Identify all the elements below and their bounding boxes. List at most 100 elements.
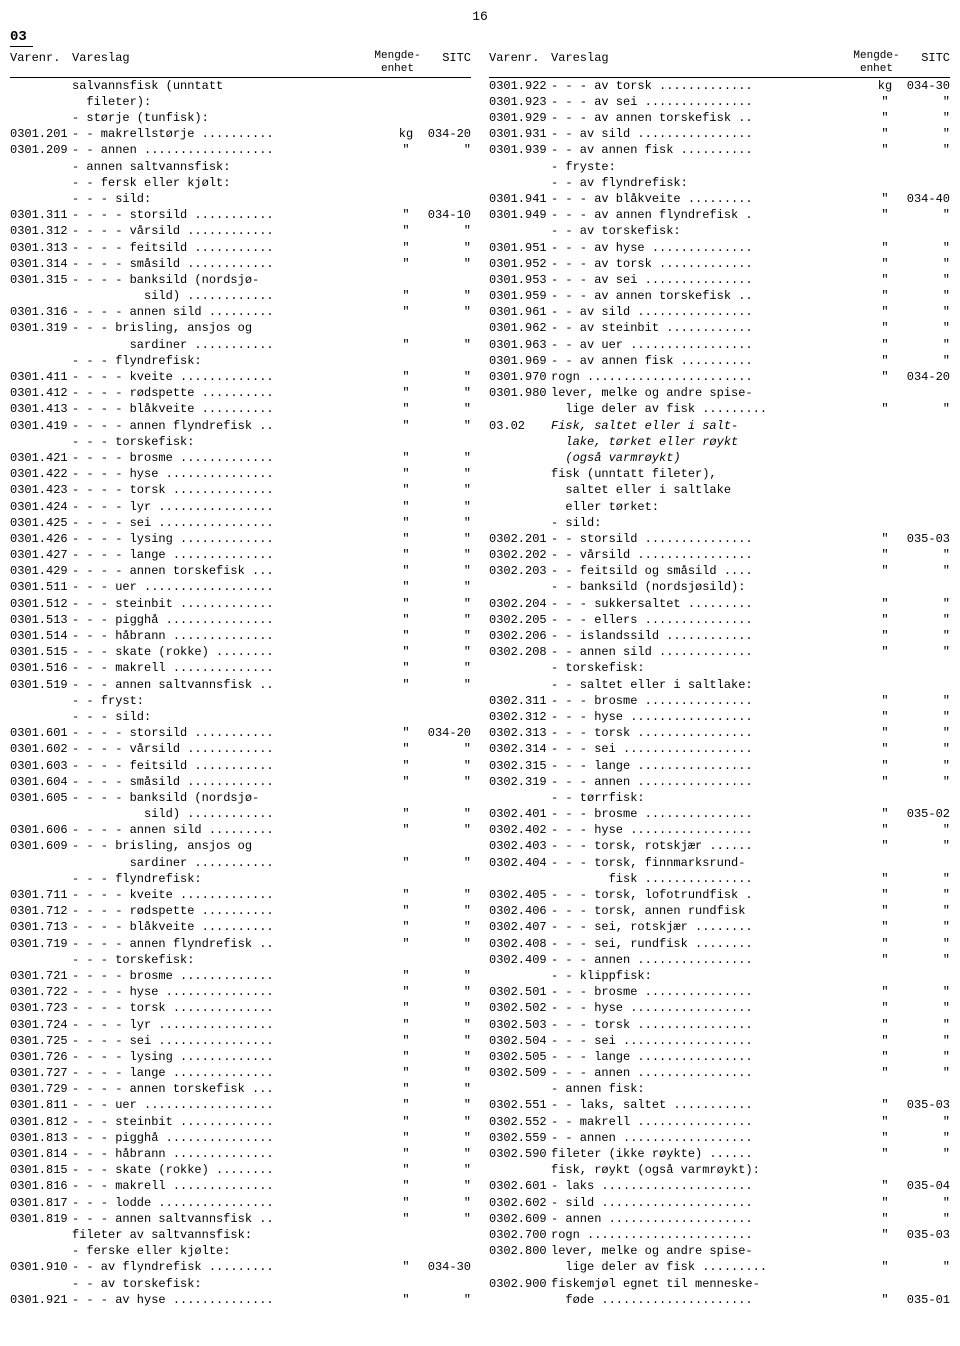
cell-vareslag: - - av torskefisk: — [551, 223, 870, 239]
cell-vareslag: - - - uer .................. — [72, 1097, 391, 1113]
cell-sitc: " — [421, 644, 471, 660]
cell-varenr: 0302.601 — [489, 1178, 551, 1194]
table-row: 0301.312- - - - vårsild ............"" — [10, 223, 471, 239]
cell-sitc: " — [421, 660, 471, 676]
cell-vareslag: - - - - lysing ............. — [72, 1049, 391, 1065]
cell-sitc: " — [421, 741, 471, 757]
cell-sitc: " — [421, 677, 471, 693]
cell-vareslag: - - - brisling, ansjos og — [72, 838, 391, 854]
cell-mengde: " — [391, 369, 421, 385]
cell-varenr: 0301.961 — [489, 304, 551, 320]
table-row: 0301.311- - - - storsild ..........."034… — [10, 207, 471, 223]
cell-vareslag: - - - torsk ................ — [551, 1017, 870, 1033]
cell-sitc: " — [421, 984, 471, 1000]
table-row: 0301.514- - - håbrann .............."" — [10, 628, 471, 644]
cell-mengde: " — [391, 806, 421, 822]
cell-sitc: " — [900, 1259, 950, 1275]
table-row: 0302.502- - - hyse ................."" — [489, 1000, 950, 1016]
table-row: 0301.209- - annen .................."" — [10, 142, 471, 158]
cell-vareslag: - - - av hyse .............. — [72, 1292, 391, 1308]
cell-sitc: " — [900, 1211, 950, 1227]
cell-mengde: " — [391, 1130, 421, 1146]
cell-varenr: 0301.313 — [10, 240, 72, 256]
cell-mengde: " — [870, 1211, 900, 1227]
cell-varenr: 0301.519 — [10, 677, 72, 693]
table-row: 0301.413- - - - blåkveite .........."" — [10, 401, 471, 417]
cell-varenr: 0302.502 — [489, 1000, 551, 1016]
table-row: saltet eller i saltlake — [489, 482, 950, 498]
table-row: 0302.313- - - torsk ................"" — [489, 725, 950, 741]
cell-vareslag: fileter): — [72, 94, 391, 110]
cell-varenr: 0301.969 — [489, 353, 551, 369]
cell-sitc: " — [421, 1162, 471, 1178]
cell-sitc: " — [421, 596, 471, 612]
cell-vareslag: - - - skate (rokke) ........ — [72, 644, 391, 660]
table-row: 0302.509- - - annen ................"" — [489, 1065, 950, 1081]
cell-mengde: " — [391, 1162, 421, 1178]
cell-vareslag: - - - - brosme ............. — [72, 968, 391, 984]
cell-vareslag: - - - steinbit ............. — [72, 596, 391, 612]
cell-sitc: " — [900, 1130, 950, 1146]
table-row: - - - torskefisk: — [10, 952, 471, 968]
cell-mengde: " — [870, 612, 900, 628]
cell-sitc: " — [900, 320, 950, 336]
table-row: 0301.969- - av annen fisk .........."" — [489, 353, 950, 369]
cell-varenr: 0301.724 — [10, 1017, 72, 1033]
table-row: 0301.425- - - - sei ................"" — [10, 515, 471, 531]
cell-vareslag: - - - steinbit ............. — [72, 1114, 391, 1130]
table-row: sild) ............"" — [10, 806, 471, 822]
cell-varenr: 0302.206 — [489, 628, 551, 644]
cell-varenr: 0302.551 — [489, 1097, 551, 1113]
cell-mengde: " — [391, 855, 421, 871]
cell-varenr: 0301.412 — [10, 385, 72, 401]
table-row: 0301.426- - - - lysing ............."" — [10, 531, 471, 547]
table-row: 0302.590fileter (ikke røykte) ......"" — [489, 1146, 950, 1162]
cell-mengde: " — [870, 774, 900, 790]
cell-mengde: " — [870, 1227, 900, 1243]
cell-varenr: 0301.515 — [10, 644, 72, 660]
cell-sitc: " — [900, 628, 950, 644]
table-row: - torskefisk: — [489, 660, 950, 676]
cell-varenr: 0301.931 — [489, 126, 551, 142]
cell-mengde: " — [391, 628, 421, 644]
cell-varenr: 0301.815 — [10, 1162, 72, 1178]
cell-sitc: " — [900, 1049, 950, 1065]
cell-sitc: " — [900, 936, 950, 952]
table-row: 0302.312- - - hyse ................."" — [489, 709, 950, 725]
table-row: 0301.427- - - - lange .............."" — [10, 547, 471, 563]
cell-mengde: " — [391, 1065, 421, 1081]
cell-mengde: " — [870, 142, 900, 158]
cell-varenr: 0301.723 — [10, 1000, 72, 1016]
table-row: 0302.205- - - ellers ..............."" — [489, 612, 950, 628]
cell-vareslag: - - - annen saltvannsfisk .. — [72, 1211, 391, 1227]
table-row: - - klippfisk: — [489, 968, 950, 984]
cell-sitc: " — [900, 774, 950, 790]
cell-sitc: " — [421, 288, 471, 304]
cell-mengde: " — [391, 1195, 421, 1211]
cell-sitc: " — [421, 1130, 471, 1146]
cell-mengde: " — [391, 1292, 421, 1308]
cell-sitc: " — [421, 1097, 471, 1113]
cell-mengde: " — [870, 806, 900, 822]
right-column: Varenr. Vareslag Mengde-enhet SITC 0301.… — [489, 47, 950, 1307]
cell-vareslag: - - banksild (nordsjøsild): — [551, 579, 870, 595]
cell-vareslag: - - - sild: — [72, 709, 391, 725]
cell-mengde: " — [870, 563, 900, 579]
table-row: 0301.819- - - annen saltvannsfisk .."" — [10, 1211, 471, 1227]
cell-mengde: " — [391, 677, 421, 693]
table-row: 0301.711- - - - kveite ............."" — [10, 887, 471, 903]
cell-varenr: 0301.201 — [10, 126, 72, 142]
cell-sitc: " — [900, 1114, 950, 1130]
cell-mengde: " — [391, 644, 421, 660]
cell-varenr: 0301.814 — [10, 1146, 72, 1162]
table-row: fisk (unntatt fileter), — [489, 466, 950, 482]
cell-mengde: " — [870, 1049, 900, 1065]
cell-varenr: 0302.203 — [489, 563, 551, 579]
table-row: 0302.403- - - torsk, rotskjær ......"" — [489, 838, 950, 854]
cell-varenr: 0301.963 — [489, 337, 551, 353]
content-columns: Varenr. Vareslag Mengde-enhet SITC salva… — [10, 47, 950, 1307]
table-row: 0302.405- - - torsk, lofotrundfisk ."" — [489, 887, 950, 903]
table-row: 0301.724- - - - lyr ................"" — [10, 1017, 471, 1033]
cell-vareslag: - - tørrfisk: — [551, 790, 870, 806]
cell-vareslag: - - - av annen flyndrefisk . — [551, 207, 870, 223]
